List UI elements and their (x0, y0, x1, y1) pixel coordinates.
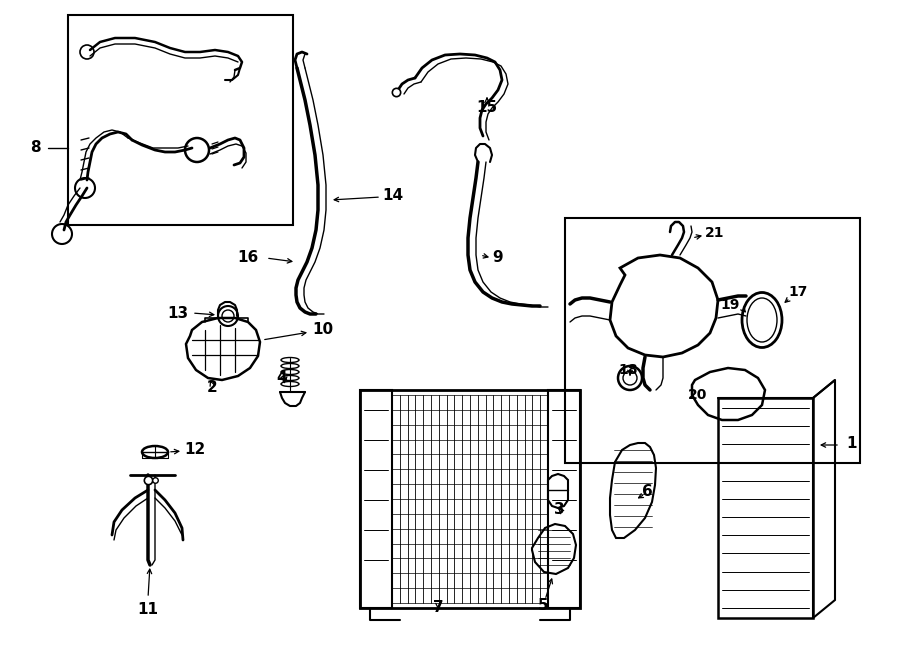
Text: 21: 21 (706, 226, 724, 240)
Bar (565, 218, 860, 463)
Text: 17: 17 (788, 285, 807, 299)
Text: 20: 20 (688, 388, 707, 402)
Bar (68, 15, 293, 225)
Text: 1: 1 (847, 436, 857, 451)
Text: 2: 2 (207, 381, 218, 395)
Text: 9: 9 (492, 251, 503, 266)
Text: 3: 3 (554, 502, 564, 518)
Text: 10: 10 (312, 323, 334, 338)
Bar (718, 398, 813, 618)
Text: 4: 4 (276, 371, 287, 385)
Text: 7: 7 (433, 600, 444, 615)
Text: 8: 8 (30, 141, 40, 155)
Text: 12: 12 (184, 442, 205, 457)
Text: 13: 13 (167, 305, 189, 321)
Text: 19: 19 (720, 298, 740, 312)
Text: 16: 16 (238, 251, 258, 266)
Text: 5: 5 (537, 598, 548, 613)
Circle shape (52, 224, 72, 244)
Bar (360, 390, 580, 608)
Circle shape (75, 178, 95, 198)
Bar (548, 390, 580, 608)
Text: 14: 14 (382, 188, 403, 202)
Text: 15: 15 (476, 100, 498, 116)
Circle shape (80, 45, 94, 59)
Text: 11: 11 (138, 602, 158, 617)
Text: 6: 6 (642, 485, 652, 500)
Text: 18: 18 (618, 363, 638, 377)
Bar (360, 390, 392, 608)
Circle shape (185, 138, 209, 162)
